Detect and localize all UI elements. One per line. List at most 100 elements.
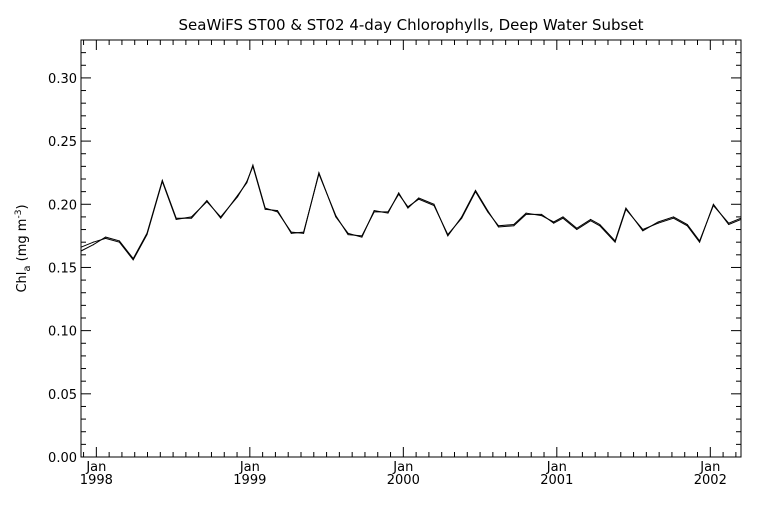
data-point bbox=[175, 218, 177, 220]
data-point bbox=[740, 217, 742, 219]
data-point bbox=[206, 199, 208, 201]
data-point bbox=[387, 212, 389, 214]
data-point bbox=[290, 232, 292, 234]
y-tick-label: 0.05 bbox=[48, 388, 77, 403]
data-point bbox=[599, 223, 601, 225]
data-point bbox=[387, 211, 389, 213]
data-point bbox=[373, 211, 375, 213]
data-point bbox=[562, 217, 564, 219]
x-tick-year-label: 1999 bbox=[233, 473, 266, 488]
data-point bbox=[540, 215, 542, 217]
x-tick-year-label: 2000 bbox=[387, 473, 420, 488]
data-point bbox=[672, 217, 674, 219]
data-point bbox=[118, 240, 120, 242]
data-point bbox=[686, 223, 688, 225]
data-point bbox=[80, 250, 82, 252]
x-tick-year-label: 1998 bbox=[80, 473, 113, 488]
data-point bbox=[303, 232, 305, 234]
x-tick-month-label: Jan bbox=[392, 460, 413, 475]
y-axis-label-superscript: -3 bbox=[14, 210, 24, 219]
data-point bbox=[525, 212, 527, 214]
y-axis-label-close: ) bbox=[15, 204, 30, 209]
y-axis-label-main: Chl bbox=[15, 272, 30, 293]
data-point bbox=[398, 192, 400, 194]
tick-labels: 0.000.050.100.150.200.250.30Jan1998Jan19… bbox=[48, 72, 727, 488]
data-point bbox=[657, 222, 659, 224]
data-point bbox=[447, 234, 449, 236]
data-point bbox=[642, 230, 644, 232]
data-point bbox=[614, 241, 616, 243]
data-point bbox=[132, 259, 134, 261]
data-point bbox=[237, 196, 239, 198]
data-point bbox=[699, 241, 701, 243]
y-tick-label: 0.25 bbox=[48, 135, 77, 150]
data-point bbox=[599, 225, 601, 227]
data-point bbox=[576, 229, 578, 231]
data-point bbox=[418, 198, 420, 200]
data-point bbox=[562, 216, 564, 218]
data-point bbox=[513, 225, 515, 227]
data-point bbox=[398, 193, 400, 195]
data-point bbox=[361, 235, 363, 237]
data-point bbox=[590, 218, 592, 220]
data-point bbox=[461, 217, 463, 219]
data-point bbox=[264, 208, 266, 210]
y-tick-label: 0.10 bbox=[48, 325, 77, 340]
data-point bbox=[553, 222, 555, 224]
plot-frame bbox=[80, 39, 742, 458]
x-tick-year-label: 2002 bbox=[694, 473, 727, 488]
data-point bbox=[206, 201, 208, 203]
data-point bbox=[318, 173, 320, 175]
chart-title: SeaWiFS ST00 & ST02 4-day Chlorophylls, … bbox=[179, 16, 644, 34]
y-tick-label: 0.00 bbox=[48, 451, 77, 466]
x-tick-month-label: Jan bbox=[546, 460, 567, 475]
data-point bbox=[540, 213, 542, 215]
series-group bbox=[80, 163, 742, 261]
data-point bbox=[487, 211, 489, 213]
y-tick-label: 0.15 bbox=[48, 261, 77, 276]
data-point bbox=[433, 205, 435, 207]
data-point bbox=[80, 246, 82, 248]
data-point bbox=[513, 223, 515, 225]
data-point bbox=[92, 244, 94, 246]
data-point bbox=[497, 226, 499, 228]
data-point bbox=[590, 220, 592, 222]
data-point bbox=[497, 225, 499, 227]
data-point bbox=[614, 240, 616, 242]
data-point bbox=[146, 234, 148, 236]
data-point bbox=[105, 237, 107, 239]
data-point bbox=[252, 165, 254, 167]
y-axis-label-units: (mg m bbox=[15, 219, 30, 266]
data-point bbox=[407, 207, 409, 209]
y-axis-label-text: Chla (mg m-3) bbox=[14, 204, 33, 292]
x-tick-month-label: Jan bbox=[699, 460, 720, 475]
data-point bbox=[347, 234, 349, 236]
data-point bbox=[191, 216, 193, 218]
data-point bbox=[553, 221, 555, 223]
y-tick-label: 0.30 bbox=[48, 72, 77, 87]
series-line-1 bbox=[80, 163, 742, 260]
data-point bbox=[433, 203, 435, 205]
axis-ticks bbox=[81, 39, 741, 458]
data-point bbox=[418, 197, 420, 199]
data-point bbox=[712, 205, 714, 207]
data-point bbox=[118, 241, 120, 243]
data-point bbox=[712, 203, 714, 205]
data-point bbox=[576, 227, 578, 229]
data-point bbox=[373, 210, 375, 212]
x-tick-month-label: Jan bbox=[239, 460, 260, 475]
data-point bbox=[105, 236, 107, 238]
y-axis-label-subscript: a bbox=[22, 265, 33, 271]
y-axis-label: Chla (mg m-3) bbox=[14, 204, 33, 292]
data-point bbox=[625, 207, 627, 209]
data-point bbox=[728, 222, 730, 224]
data-point bbox=[447, 235, 449, 237]
data-point bbox=[303, 231, 305, 233]
data-point bbox=[246, 181, 248, 183]
data-point bbox=[740, 218, 742, 220]
data-point bbox=[335, 215, 337, 217]
data-point bbox=[728, 223, 730, 225]
y-tick-label: 0.20 bbox=[48, 198, 77, 213]
data-point bbox=[474, 191, 476, 193]
